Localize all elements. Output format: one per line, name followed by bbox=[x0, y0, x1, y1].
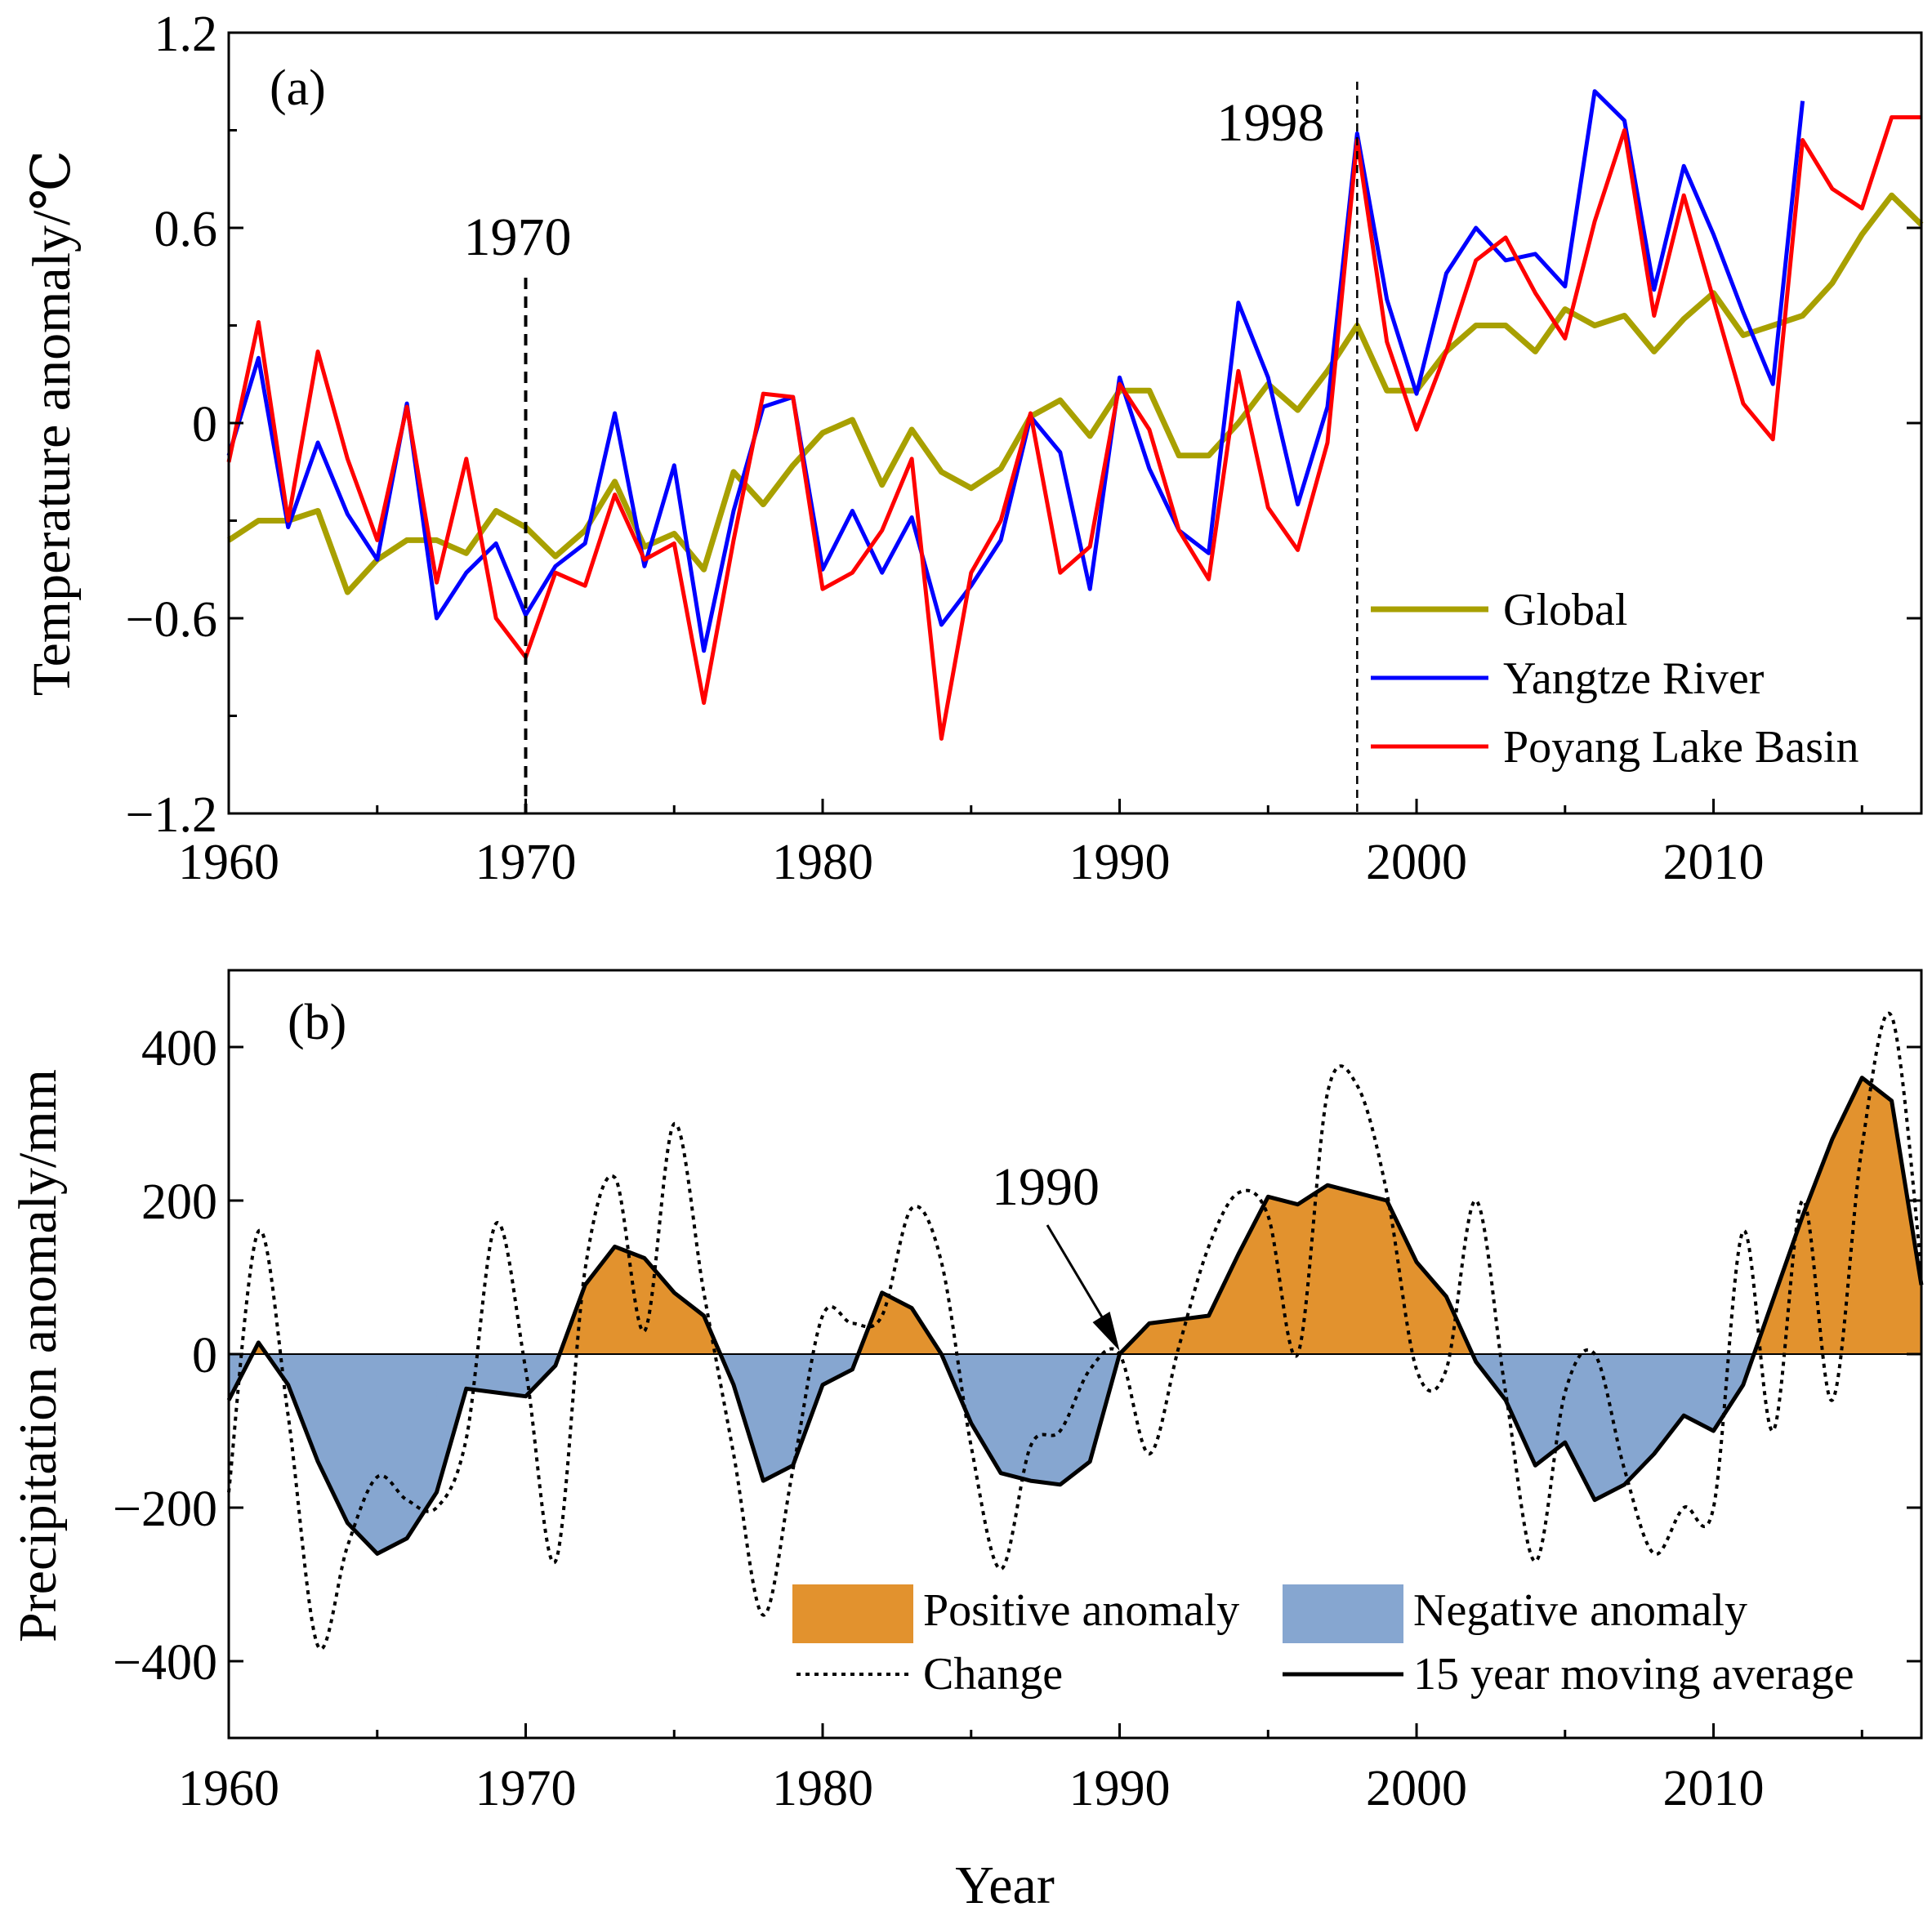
x-tick-label: 1980 bbox=[772, 1761, 873, 1816]
x-tick-label: 1960 bbox=[178, 1761, 279, 1816]
panel-b-x-ticks: 1960 1970 1980 1990 2000 2010 bbox=[178, 1723, 1863, 1816]
legend-label-change: Change bbox=[923, 1649, 1063, 1700]
legend-label-negative-anomaly: Negative anomaly bbox=[1413, 1585, 1747, 1636]
panel-b-annotations: 1990 bbox=[992, 1157, 1120, 1351]
arrow-1990-head bbox=[1092, 1312, 1120, 1351]
series-line-yangtze-river bbox=[226, 89, 1805, 653]
panel-b-label: (b) bbox=[288, 995, 346, 1050]
marker-label-1970: 1970 bbox=[464, 207, 572, 267]
panel-b-legend: Positive anomaly Negative anomaly Change 15… bbox=[792, 1584, 1854, 1700]
x-tick-label: 2000 bbox=[1366, 1761, 1467, 1816]
x-tick-label: 1970 bbox=[475, 835, 577, 890]
precipitation-series-lines bbox=[226, 1012, 1924, 1651]
legend-label-global: Global bbox=[1503, 585, 1627, 635]
marker-label-1998: 1998 bbox=[1216, 93, 1324, 153]
panel-a-temperature-chart: −1.2 −0.6 0 0.6 1.2 1960 1970 1980 1990 2000 2010… bbox=[22, 7, 1924, 890]
y-tick-label: 0 bbox=[192, 397, 217, 452]
panel-b-precipitation-chart: −400 −200 0 200 400 1960 1970 1980 1990 2000 2010… bbox=[8, 969, 1924, 1915]
legend-label-moving-average: 15 year moving average bbox=[1413, 1649, 1854, 1700]
panel-a-y-ticks: −1.2 −0.6 0 0.6 1.2 bbox=[126, 7, 1921, 843]
x-tick-label: 2010 bbox=[1663, 1761, 1765, 1816]
y-tick-label: 0.6 bbox=[154, 202, 218, 257]
panel-a-annotations: 1970 1998 bbox=[464, 82, 1359, 813]
x-tick-label: 1960 bbox=[178, 835, 279, 890]
x-tick-label: 1980 bbox=[772, 835, 873, 890]
panel-a-label: (a) bbox=[270, 60, 326, 116]
y-tick-label: 200 bbox=[141, 1174, 217, 1230]
y-tick-label: −200 bbox=[113, 1482, 217, 1537]
precipitation-anomaly-fills bbox=[228, 1076, 1922, 1555]
legend-swatch-negative-anomaly bbox=[1283, 1584, 1403, 1643]
series-line-change bbox=[227, 1012, 1923, 1651]
panel-a-y-axis-title: Temperature anomaly/℃ bbox=[22, 150, 82, 696]
legend-label-positive-anomaly: Positive anomaly bbox=[923, 1585, 1239, 1636]
x-tick-label: 1990 bbox=[1069, 835, 1171, 890]
series-line-15-year-moving-average bbox=[226, 1076, 1924, 1556]
x-tick-label: 1990 bbox=[1069, 1761, 1171, 1816]
arrow-1990-shaft bbox=[1046, 1224, 1113, 1334]
panel-a-legend: Global Yangtze River Poyang Lake Basin bbox=[1371, 585, 1858, 773]
x-tick-label: 2010 bbox=[1663, 835, 1765, 890]
y-tick-label: 400 bbox=[141, 1021, 217, 1076]
panel-b-x-axis-title: Year bbox=[955, 1856, 1055, 1915]
series-line-poyang-lake-basin bbox=[226, 115, 1921, 741]
y-tick-label: 1.2 bbox=[154, 7, 218, 62]
y-tick-label: −0.6 bbox=[126, 592, 217, 648]
legend-label-poyang-lake-basin: Poyang Lake Basin bbox=[1503, 722, 1858, 773]
y-tick-label: −400 bbox=[113, 1635, 217, 1691]
legend-label-yangtze-river: Yangtze River bbox=[1503, 653, 1765, 704]
panel-b-y-axis-title: Precipitation anomaly/mm bbox=[8, 1069, 68, 1642]
temperature-series-lines bbox=[226, 89, 1924, 741]
y-tick-label: 0 bbox=[192, 1328, 217, 1384]
x-tick-label: 2000 bbox=[1366, 835, 1467, 890]
marker-label-1990: 1990 bbox=[992, 1157, 1100, 1217]
series-line-global bbox=[227, 192, 1924, 595]
panel-a-x-ticks: 1960 1970 1980 1990 2000 2010 bbox=[178, 799, 1863, 890]
negative-anomaly-fill bbox=[228, 1353, 1921, 1555]
x-tick-label: 1970 bbox=[475, 1761, 577, 1816]
y-tick-label: −1.2 bbox=[126, 787, 217, 843]
panel-b-y-ticks: −400 −200 0 200 400 bbox=[113, 1021, 1921, 1691]
legend-swatch-positive-anomaly bbox=[792, 1584, 913, 1643]
